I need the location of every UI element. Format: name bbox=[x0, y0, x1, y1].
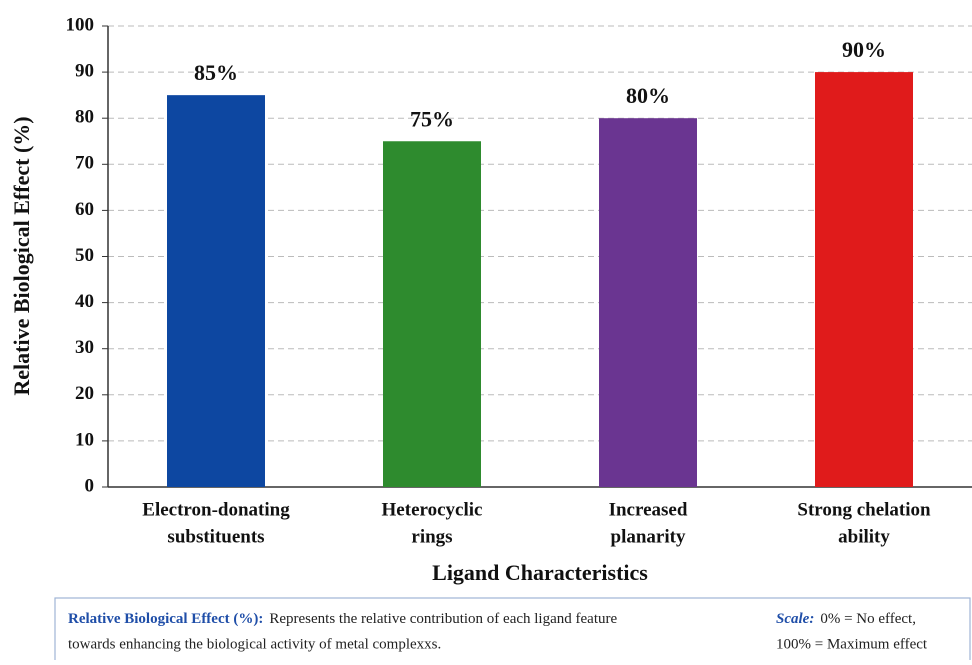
scale-label: Scale: bbox=[776, 611, 814, 627]
y-tick-label: 20 bbox=[75, 383, 94, 404]
x-tick-label: planarity bbox=[611, 526, 686, 547]
y-tick-label: 30 bbox=[75, 337, 94, 358]
bar bbox=[815, 72, 913, 487]
bar bbox=[167, 95, 265, 488]
y-tick-label: 50 bbox=[75, 245, 94, 266]
x-axis-title: Ligand Characteristics bbox=[432, 560, 648, 585]
y-tick-label: 70 bbox=[75, 153, 94, 174]
note-text: Relative Biological Effect (%): Represent… bbox=[68, 611, 617, 627]
note-line: towards enhancing the biological activit… bbox=[68, 636, 441, 652]
y-tick-label: 0 bbox=[85, 475, 95, 496]
y-tick-label: 40 bbox=[75, 291, 94, 312]
x-tick-label: Strong chelation bbox=[797, 499, 931, 520]
x-tick-label: rings bbox=[411, 526, 452, 547]
y-tick-label: 60 bbox=[75, 199, 94, 220]
note-label: Relative Biological Effect (%): bbox=[68, 611, 263, 627]
y-axis-title: Relative Biological Effect (%) bbox=[9, 116, 34, 395]
x-tick-label: Electron-donating bbox=[142, 499, 290, 520]
value-label: 85% bbox=[194, 60, 238, 85]
y-tick-label: 80 bbox=[75, 107, 94, 128]
y-tick-label: 100 bbox=[66, 14, 95, 35]
value-label: 80% bbox=[626, 83, 670, 108]
bar bbox=[599, 118, 697, 487]
bar bbox=[383, 141, 481, 487]
note-line: Represents the relative contribution of … bbox=[269, 611, 617, 627]
y-tick-label: 90 bbox=[75, 60, 94, 81]
x-tick-label: Increased bbox=[609, 499, 688, 520]
scale-line: 100% = Maximum effect bbox=[776, 636, 928, 652]
x-tick-label: substituents bbox=[167, 526, 264, 547]
scale-text: Scale: 0% = No effect, bbox=[776, 611, 916, 627]
value-label: 90% bbox=[842, 37, 886, 62]
x-tick-label: Heterocyclic bbox=[382, 499, 483, 520]
note-box bbox=[54, 597, 971, 665]
value-label: 75% bbox=[410, 106, 454, 131]
scale-line: 0% = No effect, bbox=[820, 611, 916, 627]
y-tick-label: 10 bbox=[75, 429, 94, 450]
x-tick-label: ability bbox=[838, 526, 890, 547]
